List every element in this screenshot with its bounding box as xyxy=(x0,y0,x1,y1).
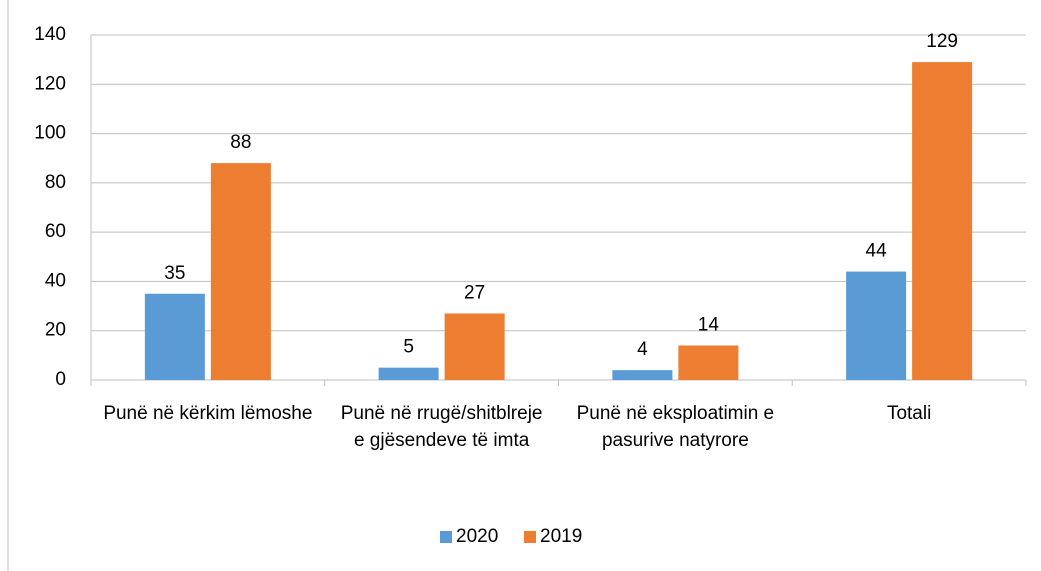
bar xyxy=(144,293,205,380)
data-label: 44 xyxy=(866,241,888,262)
legend-swatch xyxy=(440,531,452,543)
bar xyxy=(912,62,973,380)
legend-swatch xyxy=(524,531,536,543)
data-label: 35 xyxy=(164,263,185,284)
bar xyxy=(678,345,739,380)
legend-label: 2020 xyxy=(456,526,498,547)
y-tick-label: 80 xyxy=(45,172,66,193)
x-tick-label: Punë në kërkim lëmoshe xyxy=(103,403,313,424)
x-tick-label: Totali xyxy=(886,403,932,424)
y-tick-label: 60 xyxy=(45,221,66,242)
bar xyxy=(210,163,271,380)
x-tick-label: Punë në rrugë/shitblreje e gjësendeve të… xyxy=(340,403,543,451)
y-tick-label: 40 xyxy=(45,270,66,291)
data-label: 27 xyxy=(464,282,485,303)
bar xyxy=(444,313,505,380)
legend-label: 2019 xyxy=(540,526,582,547)
y-tick-label: 120 xyxy=(34,73,66,94)
data-label: 129 xyxy=(926,31,958,52)
bar xyxy=(612,370,673,380)
y-tick-label: 100 xyxy=(34,123,66,144)
bar xyxy=(846,271,907,380)
x-tick-label: Punë në eksploatimin e pasurive natyrore xyxy=(576,403,775,451)
data-label: 88 xyxy=(230,132,251,153)
data-label: 5 xyxy=(403,337,414,358)
y-tick-label: 20 xyxy=(45,320,66,341)
data-label: 4 xyxy=(637,339,648,360)
y-tick-label: 0 xyxy=(55,369,66,390)
data-label: 14 xyxy=(698,315,720,336)
bar xyxy=(378,367,439,380)
y-tick-label: 140 xyxy=(34,24,66,45)
